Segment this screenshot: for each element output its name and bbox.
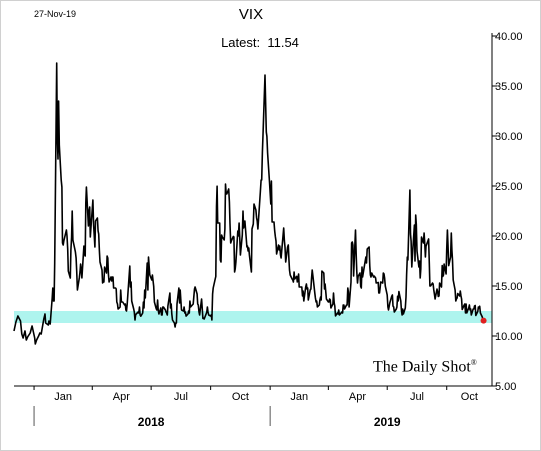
x-tick-label: Jul [410,391,424,403]
year-label: 2018 [138,415,165,429]
year-label: 2019 [374,415,401,429]
x-tick-label: Jan [290,391,308,403]
brand-mark: ® [470,358,477,367]
chart-title: VIX [238,6,264,23]
brand-name: The Daily Shot [373,358,471,376]
y-tick-label: 30.00 [495,131,523,143]
latest-label: Latest: [221,35,261,50]
x-tick-label: Oct [461,391,478,403]
y-tick-label: 15.00 [495,281,523,293]
latest-point-marker [480,317,487,324]
x-tick-label: Apr [349,391,366,403]
x-tick-label: Jul [174,391,188,403]
highlight-band [14,311,492,323]
latest-value: 11.54 [267,35,299,50]
latest-value-label: Latest: 11.54 [0,35,520,50]
y-tick-label: 5.00 [495,381,516,393]
x-tick-label: Oct [232,391,249,403]
vix-series-line [13,62,484,345]
y-tick-label: 40.00 [495,31,523,43]
brand-logo: The Daily Shot® [373,358,477,376]
y-tick-label: 10.00 [495,331,523,343]
y-tick-label: 35.00 [495,81,523,93]
x-tick-label: Apr [113,391,130,403]
y-tick-label: 20.00 [495,231,523,243]
x-tick-label: Jan [54,391,72,403]
chart-date: 27-Nov-19 [34,9,77,19]
y-tick-label: 25.00 [495,181,523,193]
